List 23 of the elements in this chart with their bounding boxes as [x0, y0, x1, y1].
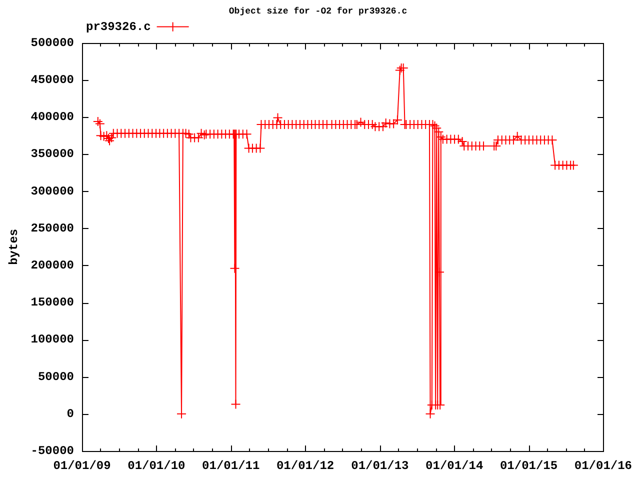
x-tick-label: 01/01/15: [500, 459, 558, 474]
y-tick-label: 250000: [30, 221, 74, 236]
y-tick-label: 450000: [30, 72, 74, 87]
x-tick-label: 01/01/11: [202, 459, 260, 474]
y-tick-label: 500000: [30, 36, 74, 50]
x-tick-label: 01/01/12: [276, 459, 334, 474]
x-tick-label: 01/01/16: [574, 459, 632, 474]
y-tick-label: 400000: [30, 110, 74, 124]
y-tick-label: 100000: [30, 332, 74, 347]
x-tick-label: 01/01/13: [351, 459, 409, 474]
y-tick-label: 50000: [38, 370, 74, 384]
legend-label: pr39326.c: [86, 20, 151, 34]
y-tick-label: 0: [66, 406, 74, 421]
y-tick-label: 150000: [30, 296, 74, 310]
y-tick-label: 300000: [30, 184, 74, 198]
x-tick-label: 01/01/09: [53, 459, 111, 474]
y-tick-label: 200000: [30, 258, 74, 272]
x-tick-label: 01/01/10: [128, 459, 186, 474]
y-tick-label: -50000: [30, 444, 74, 458]
y-tick-label: 350000: [30, 147, 74, 162]
x-tick-label: 01/01/14: [426, 459, 484, 474]
chart-title: Object size for -O2 for pr39326.c: [228, 6, 408, 17]
y-axis-title: bytes: [7, 228, 22, 265]
